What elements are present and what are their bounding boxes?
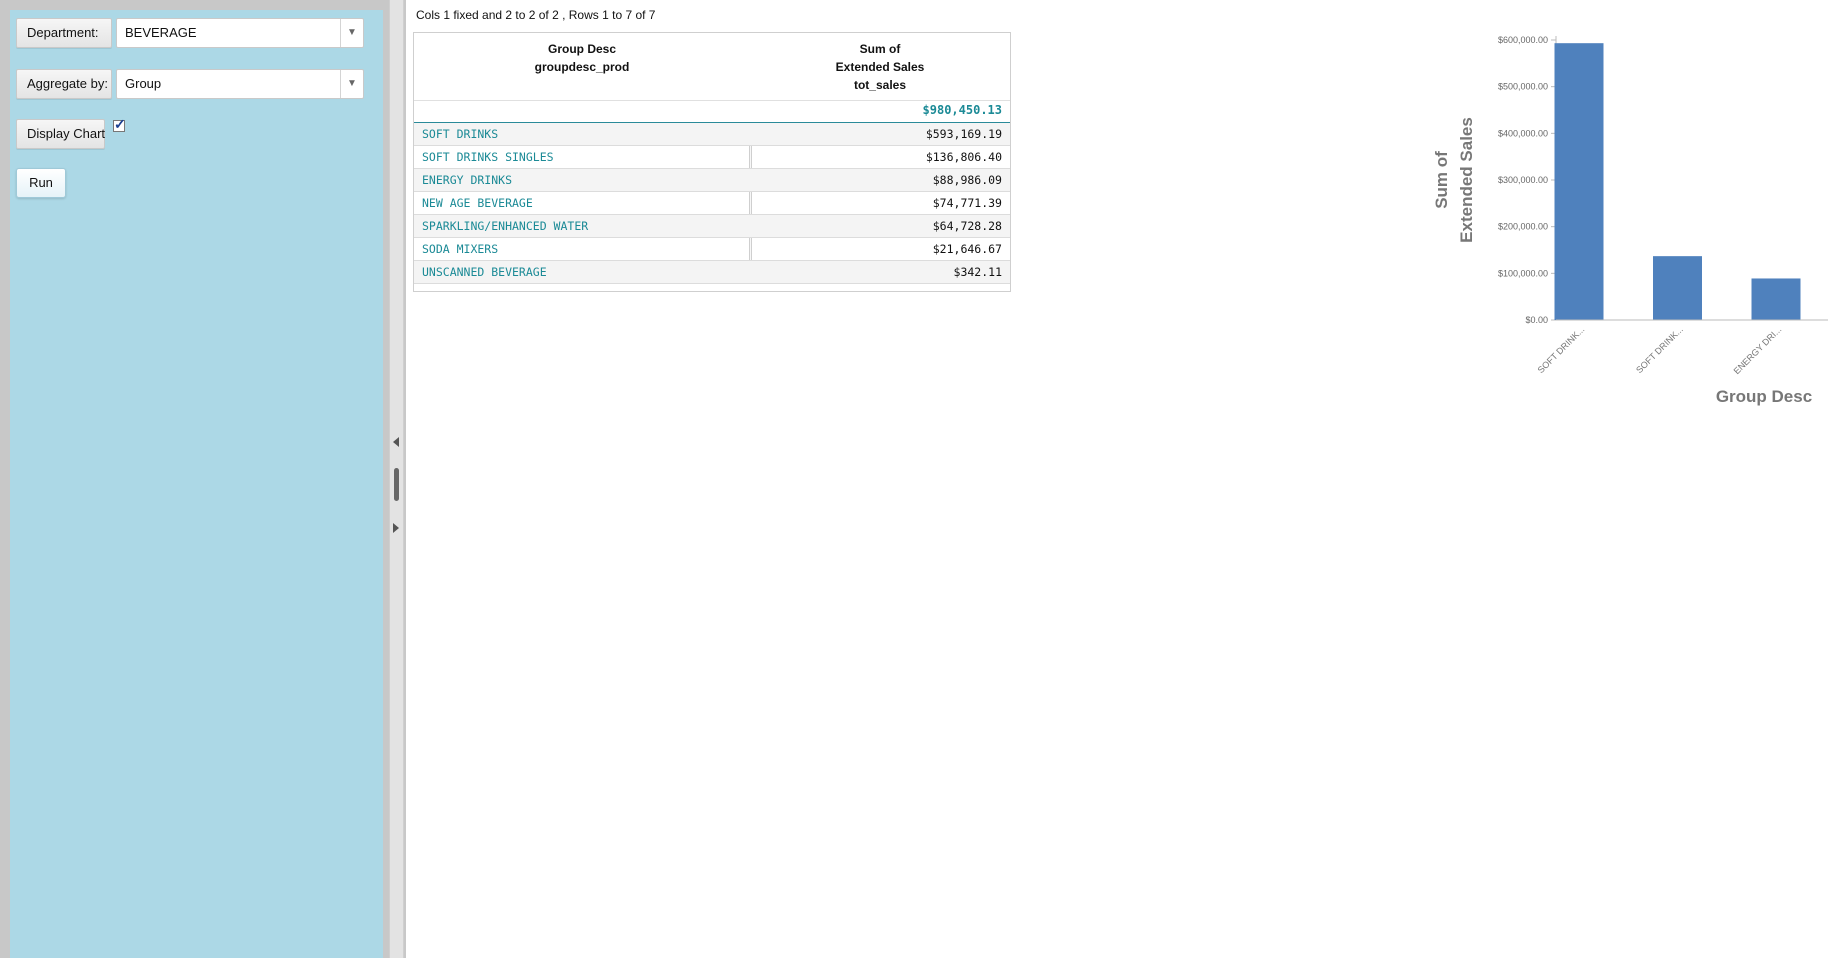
- y-tick-label: $400,000.00: [1498, 128, 1548, 138]
- row-group-name[interactable]: NEW AGE BEVERAGE: [422, 196, 533, 210]
- results-table: Group Desc groupdesc_prod Sum of Extende…: [413, 32, 1011, 292]
- bar[interactable]: [1554, 43, 1604, 320]
- y-axis: $0.00 $100,000.00 $200,000.00 $300,000.00 $4…: [1498, 35, 1557, 325]
- parameter-panel: Department: BEVERAGE ▼ Aggregate by: Gro…: [10, 10, 383, 958]
- row-sales-value: $74,771.39: [932, 196, 1002, 210]
- row-group-name[interactable]: UNSCANNED BEVERAGE: [422, 265, 547, 279]
- x-tick-label: SOFT DRINK...: [1634, 324, 1685, 375]
- department-select-value: BEVERAGE: [125, 25, 197, 40]
- aggregate-select-value: Group: [125, 76, 162, 91]
- department-select[interactable]: BEVERAGE ▼: [116, 18, 364, 48]
- row-group-name[interactable]: SOFT DRINKS: [422, 127, 499, 141]
- bar[interactable]: [1653, 256, 1702, 320]
- row-sales-value: $136,806.40: [925, 150, 1002, 164]
- row-group-name[interactable]: ENERGY DRINKS: [422, 173, 513, 187]
- table-row[interactable]: ENERGY DRINKS $88,986.09: [414, 169, 1010, 192]
- row-sales-value: $21,646.67: [932, 242, 1002, 256]
- collapse-left-icon[interactable]: [393, 437, 399, 447]
- column-header-group-desc[interactable]: Group Desc groupdesc_prod: [414, 33, 750, 99]
- y-tick-label: $100,000.00: [1498, 268, 1548, 278]
- y-tick-label: $600,000.00: [1498, 35, 1548, 45]
- y-tick-label: $300,000.00: [1498, 175, 1548, 185]
- column-header-line: groupdesc_prod: [534, 60, 630, 74]
- display-chart-checkbox[interactable]: ✓: [113, 116, 126, 132]
- row-group-name[interactable]: SPARKLING/ENHANCED WATER: [422, 219, 589, 233]
- row-sales-value: $64,728.28: [932, 219, 1002, 233]
- x-tick-label: SOFT DRINK...: [1536, 324, 1587, 375]
- row-group-name[interactable]: SOFT DRINKS SINGLES: [422, 150, 554, 164]
- row-sales-value: $88,986.09: [932, 173, 1002, 187]
- y-tick-label: $200,000.00: [1498, 222, 1548, 232]
- column-divider[interactable]: [749, 123, 752, 284]
- chevron-down-icon[interactable]: ▼: [340, 19, 363, 47]
- aggregate-label: Aggregate by:: [16, 69, 112, 99]
- table-row[interactable]: SOFT DRINKS SINGLES $136,806.40: [414, 146, 1010, 169]
- y-axis-title: Extended Sales: [1457, 117, 1476, 243]
- y-tick-label: $0.00: [1525, 315, 1548, 325]
- display-chart-label: Display Chart: [16, 119, 105, 149]
- aggregate-select[interactable]: Group ▼: [116, 69, 364, 99]
- table-body: SOFT DRINKS $593,169.19 SOFT DRINKS SING…: [414, 123, 1010, 284]
- column-header-line: Extended Sales: [835, 60, 925, 74]
- table-row[interactable]: UNSCANNED BEVERAGE $342.11: [414, 261, 1010, 284]
- y-axis-title: Sum of: [1432, 151, 1451, 209]
- checkmark-icon: ✓: [114, 116, 126, 132]
- expand-right-icon[interactable]: [393, 523, 399, 533]
- table-row[interactable]: SODA MIXERS $21,646.67: [414, 238, 1010, 261]
- x-axis: SOFT DRINK...SOFT DRINK...ENERGY DRI...N…: [1536, 319, 1828, 376]
- total-row: $980,450.13: [414, 100, 1010, 124]
- row-sales-value: $593,169.19: [925, 127, 1002, 141]
- sales-bar-chart: $0.00 $100,000.00 $200,000.00 $300,000.00 $4…: [1432, 35, 1828, 406]
- grid-status-text: Cols 1 fixed and 2 to 2 of 2 , Rows 1 to…: [416, 8, 656, 22]
- department-label: Department:: [16, 18, 112, 48]
- column-header-line: Sum of: [859, 42, 901, 56]
- table-row[interactable]: NEW AGE BEVERAGE $74,771.39: [414, 192, 1010, 215]
- bars: [1554, 43, 1801, 320]
- column-header-sum-sales[interactable]: Sum of Extended Sales tot_sales: [750, 33, 1010, 99]
- total-value: $980,450.13: [922, 103, 1002, 117]
- results-area: Cols 1 fixed and 2 to 2 of 2 , Rows 1 to…: [406, 0, 1828, 958]
- table-row[interactable]: SOFT DRINKS $593,169.19: [414, 123, 1010, 146]
- splitter-handle[interactable]: [394, 468, 399, 501]
- x-axis-title: Group Desc: [1716, 387, 1812, 406]
- table-row[interactable]: SPARKLING/ENHANCED WATER $64,728.28: [414, 215, 1010, 238]
- bar[interactable]: [1751, 278, 1801, 320]
- row-sales-value: $342.11: [953, 265, 1002, 279]
- column-header-line: Group Desc: [547, 42, 616, 56]
- panel-splitter[interactable]: [389, 0, 404, 958]
- row-group-name[interactable]: SODA MIXERS: [422, 242, 499, 256]
- run-button[interactable]: Run: [16, 168, 66, 198]
- y-tick-label: $500,000.00: [1498, 82, 1548, 92]
- x-tick-label: ENERGY DRI...: [1732, 324, 1784, 376]
- column-header-line: tot_sales: [853, 78, 907, 92]
- chevron-down-icon[interactable]: ▼: [340, 70, 363, 98]
